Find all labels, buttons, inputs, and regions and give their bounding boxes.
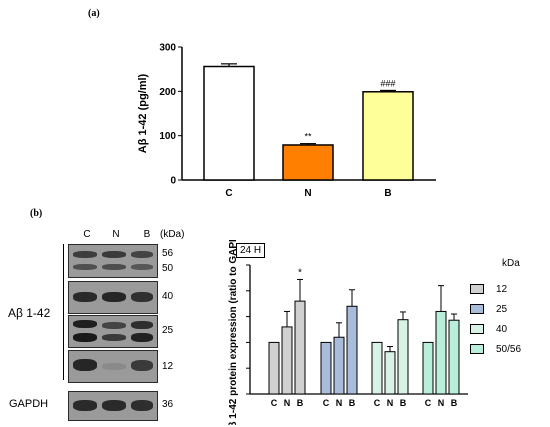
y-axis-label: Aβ 1-42 protein expression (ratio to GAP… [228,240,239,425]
marker-36: 36 [162,399,174,410]
y-tick-label: 100 [159,131,176,142]
bar [346,305,358,395]
x-tick-label: C [374,398,381,408]
panel-b-label: (b) [30,208,43,219]
legend-swatch [470,284,484,294]
bar [448,319,460,395]
blot-12 [68,350,158,383]
bar [333,336,345,395]
time-label: 24 H [240,245,262,256]
legend-label: 25 [496,303,508,315]
significance-label: ** [304,132,312,142]
bar [397,319,409,395]
x-tick-label: C [225,188,232,199]
legend-label: 40 [496,323,508,335]
x-tick-label: C [425,398,432,408]
elisa-bar-chart: 0 100 200 300 C ** N ### B Aβ 1-42 (pg/ml) [137,43,436,199]
legend: kDa 12 25 40 50/56 [470,258,545,359]
marker-56: 56 [162,248,174,259]
x-tick-label: N [284,398,291,408]
x-tick-label: N [387,398,394,408]
blot-bracket [63,244,64,380]
bar [282,144,334,181]
bar [362,91,414,181]
x-tick-label: B [349,398,356,408]
legend-item: 12 [470,279,545,299]
bar [371,341,383,395]
marker-50: 50 [162,263,174,274]
y-axis-label: Aβ 1-42 (pg/ml) [137,73,149,153]
blot-50-56 [68,244,158,278]
kda-header: (kDa) [160,229,185,240]
protein-expression-chart: C N*B C N B C N B C N BAβ 1-42 protein expression … [228,240,468,425]
significance-label: ### [380,78,395,88]
legend-swatch [470,324,484,334]
x-tick-label: N [438,398,445,408]
y-tick-label: 200 [159,87,176,98]
x-tick-label: B [400,398,407,408]
blot-gapdh [68,391,158,421]
legend-item: 25 [470,299,545,319]
legend-label: 50/56 [496,343,522,355]
bar [294,300,306,395]
y-tick-label: 0 [170,176,176,187]
marker-25: 25 [162,325,174,336]
y-tick-label: 300 [159,43,176,54]
bar [422,341,434,395]
x-tick-label: N [336,398,343,408]
bar [281,326,293,395]
legend-swatch [470,304,484,314]
gapdh-label: GAPDH [9,398,49,410]
antibody-label: Aβ 1-42 [8,306,51,320]
marker-12: 12 [162,361,174,372]
x-tick-label: C [271,398,278,408]
bar [320,341,332,395]
x-tick-label: B [384,188,391,199]
legend-title: kDa [502,258,520,269]
significance-label: * [298,267,302,278]
bar [268,341,280,395]
bar [435,310,447,395]
x-tick-label: B [297,398,304,408]
x-tick-label: C [323,398,330,408]
blot-40 [68,281,158,314]
x-tick-label: N [304,188,311,199]
legend-item: 40 [470,319,545,339]
bar [384,351,396,395]
legend-swatch [470,344,484,354]
legend-label: 12 [496,283,508,295]
blot-25 [68,315,158,348]
lane-label-n: N [112,229,120,240]
marker-40: 40 [162,291,174,302]
bar [203,65,255,181]
legend-item: 50/56 [470,339,545,359]
panel-a-label: (a) [88,8,100,19]
x-tick-label: B [451,398,458,408]
lane-label-c: C [83,229,91,240]
lane-label-b: B [143,229,151,240]
time-label-box: 24 H [236,243,266,258]
